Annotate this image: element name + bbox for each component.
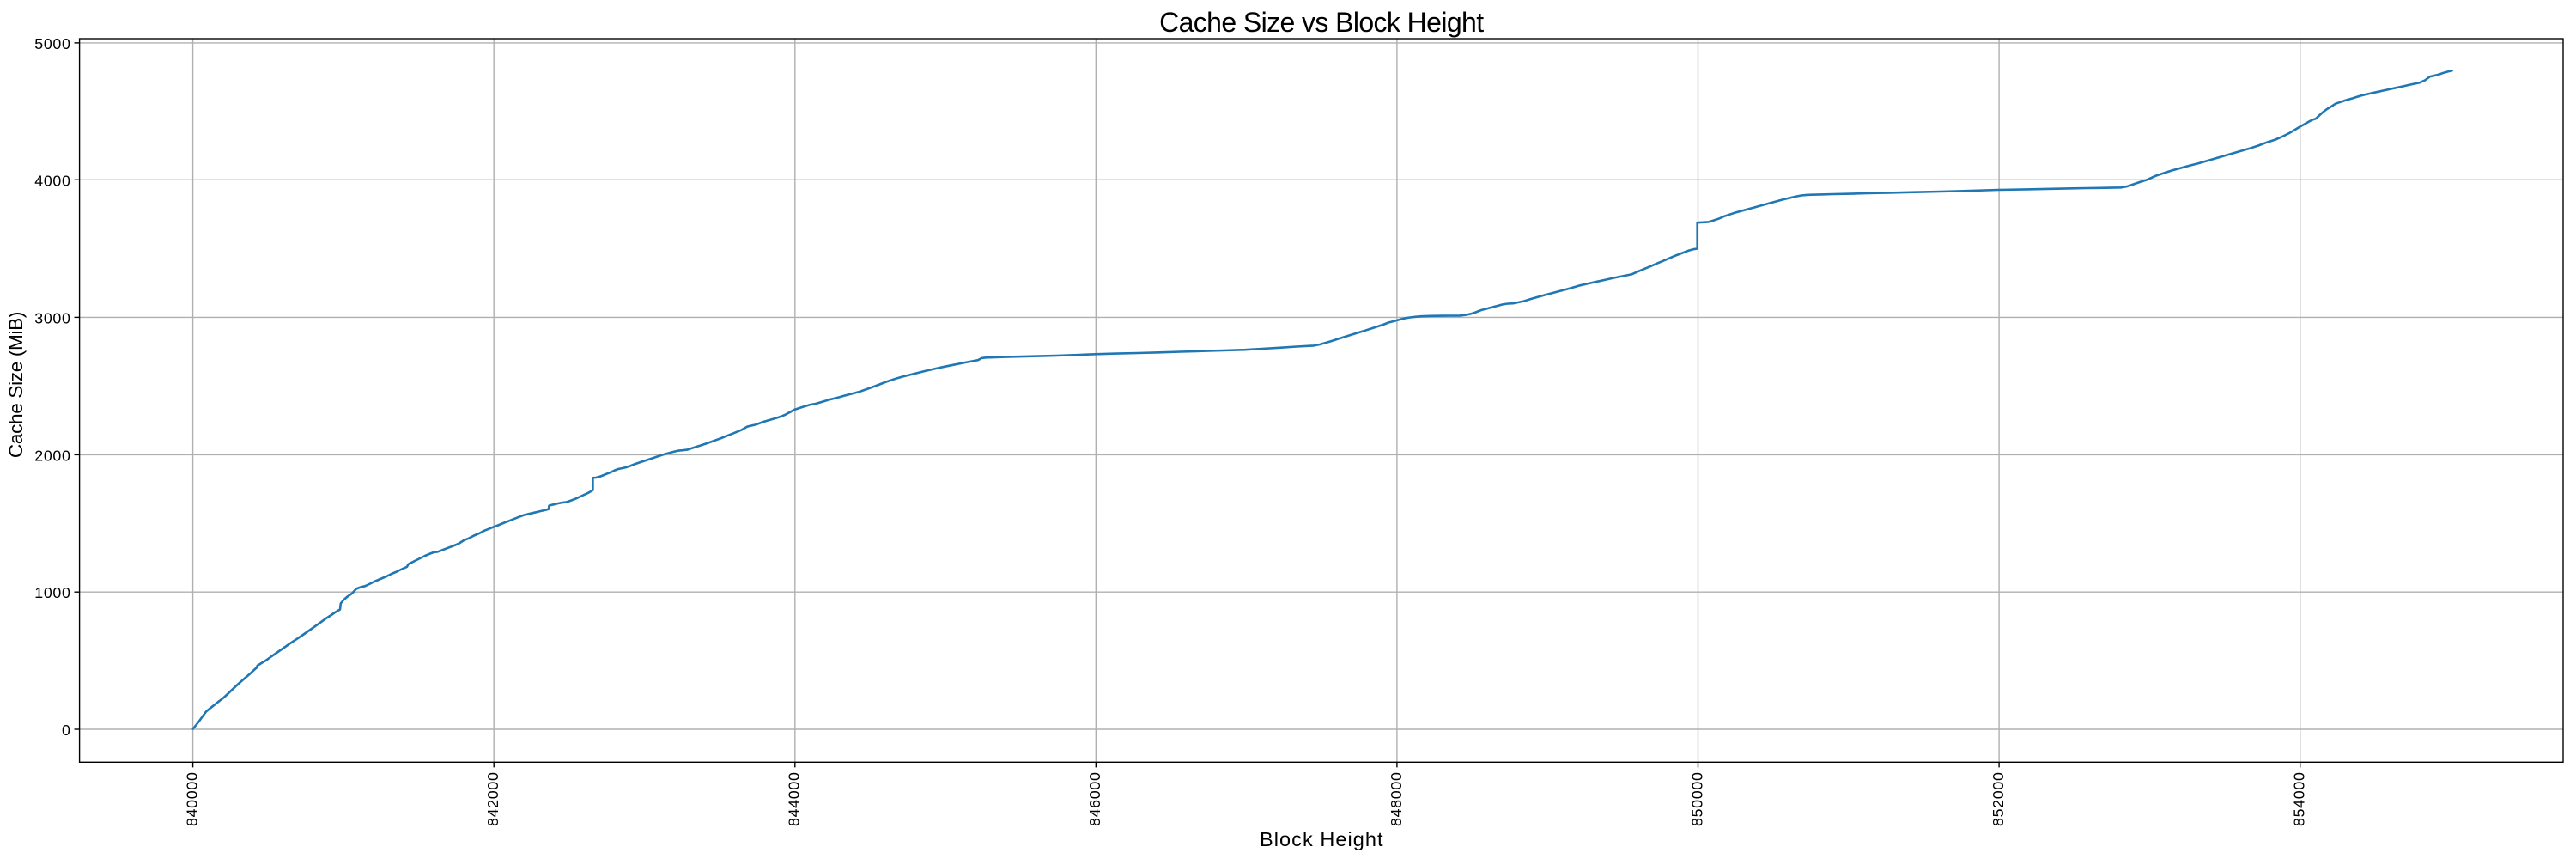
- svg-text:844000: 844000: [786, 771, 803, 826]
- svg-text:852000: 852000: [1990, 771, 2007, 826]
- svg-text:2000: 2000: [34, 447, 70, 464]
- svg-text:Block Height: Block Height: [1260, 828, 1384, 850]
- svg-text:1000: 1000: [34, 584, 70, 601]
- svg-text:840000: 840000: [184, 771, 201, 826]
- svg-text:Cache Size vs Block Height: Cache Size vs Block Height: [1159, 7, 1484, 38]
- svg-text:848000: 848000: [1388, 771, 1405, 826]
- svg-text:4000: 4000: [34, 172, 70, 189]
- svg-text:0: 0: [62, 722, 71, 739]
- svg-text:850000: 850000: [1688, 771, 1705, 826]
- svg-text:Cache Size (MiB): Cache Size (MiB): [5, 312, 27, 458]
- svg-text:842000: 842000: [484, 771, 501, 826]
- svg-text:5000: 5000: [34, 35, 70, 52]
- svg-text:3000: 3000: [34, 309, 70, 326]
- svg-text:846000: 846000: [1086, 771, 1103, 826]
- svg-text:854000: 854000: [2291, 771, 2308, 826]
